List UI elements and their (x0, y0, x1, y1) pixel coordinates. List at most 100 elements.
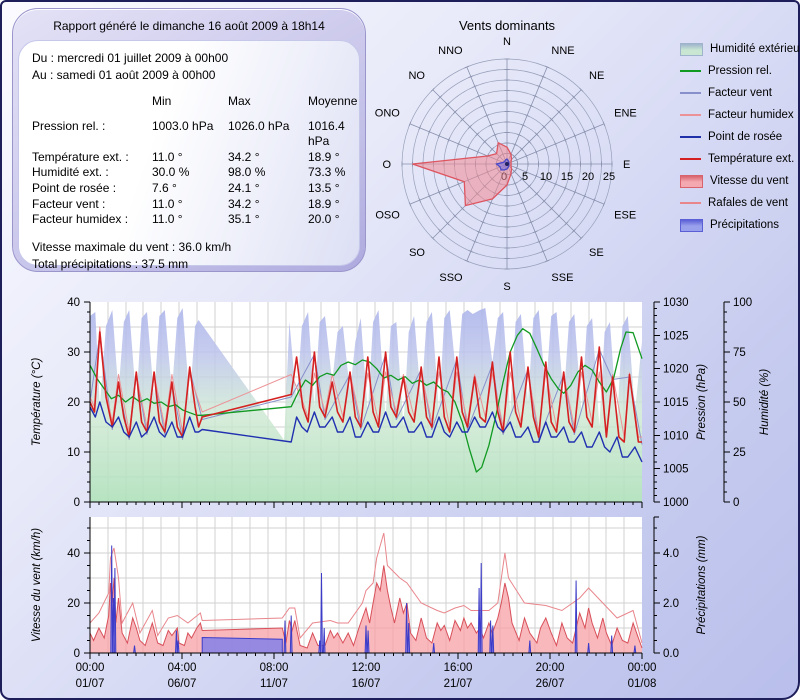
x-date-label: 26/07 (536, 678, 565, 690)
x-time-label: 20:00 (536, 662, 565, 674)
x-time-label: 04:00 (168, 662, 197, 674)
temp-axis-title: Température (°C) (31, 358, 43, 447)
rose-scale-label: 20 (582, 171, 594, 183)
stats-header-max: Max (228, 94, 251, 108)
stat-row-avg: 18.9 ° (308, 196, 340, 211)
pression-rel-line (89, 328, 643, 473)
legend-item-pression: Pression rel. (680, 60, 800, 82)
stat-row-max: 35.1 ° (228, 212, 260, 227)
precip-axis-title: Précipitations (mm) (696, 535, 708, 634)
x-date-label: 11/07 (260, 678, 288, 690)
stat-row-max: 24.1 ° (228, 180, 260, 195)
rose-direction-label: O (382, 159, 391, 171)
rose-direction-label: OSO (375, 209, 400, 221)
rafales-de-vent-line (89, 532, 643, 644)
rose-direction-label: NE (589, 70, 604, 82)
stat-row-avg: 1016.4 hPa (308, 118, 345, 149)
rose-scale-label: 5 (522, 171, 528, 183)
rose-direction-label: N (503, 36, 511, 48)
rose-direction-label: SSE (551, 272, 573, 284)
wind-tick-label: 0 (74, 648, 80, 660)
stat-row-label: Pression rel. : (32, 118, 106, 133)
humidity-area-swatch (680, 42, 703, 56)
gust-line-swatch (680, 202, 701, 204)
chart-legend: Humidité extérieure Pression rel. Facteu… (680, 38, 800, 236)
temp-tick-label: 20 (67, 397, 80, 409)
stat-row-min: 11.0 ° (152, 149, 183, 164)
x-date-label: 01/08 (628, 678, 657, 690)
period-to: Au : samedi 01 août 2009 à 00h00 (32, 68, 216, 82)
x-time-label: 16:00 (444, 662, 473, 674)
wind-tick-label: 20 (67, 598, 80, 610)
stat-row-min: 11.0 ° (152, 196, 183, 211)
humidity-tick-label: 75 (733, 347, 746, 359)
pressure-tick-label: 1030 (663, 297, 689, 309)
precip-tick-label: 0.0 (663, 648, 679, 660)
rose-direction-label: E (623, 159, 630, 171)
x-time-label: 00:00 (628, 662, 657, 674)
stat-row-label: Facteur humidex : (32, 212, 129, 227)
stats-header-moyenne: Moyenne (308, 94, 358, 108)
report-panel: Rapport généré le dimanche 16 août 2009 … (12, 8, 366, 272)
total-precipitation: Total précipitations : 37.5 mm (32, 256, 189, 271)
rose-polygon-vent-secondaire (495, 158, 510, 171)
temp-tick-label: 30 (67, 347, 80, 359)
facteur-humidex-line (89, 326, 642, 438)
rose-direction-label: NNE (551, 45, 574, 57)
stat-row-max: 34.2 ° (228, 196, 260, 211)
humidex-line-swatch (680, 114, 701, 116)
pressure-tick-label: 1025 (663, 330, 689, 342)
wind-factor-line-swatch (680, 92, 701, 94)
pressure-tick-label: 1005 (663, 464, 689, 476)
legend-item-humidite-exterieure: Humidité extérieure (680, 38, 800, 60)
stat-row-avg: 20.0 ° (308, 212, 340, 227)
legend-item-precipitations: Précipitations (680, 214, 800, 236)
temp-tick-label: 40 (67, 297, 80, 309)
rose-direction-label: NO (408, 70, 425, 82)
humidity-tick-label: 100 (733, 297, 752, 309)
x-time-label: 12:00 (352, 662, 381, 674)
time-series-charts: 0102030400204010001005101010151020102510… (31, 297, 771, 690)
rose-direction-label: SSO (439, 272, 463, 284)
legend-item-facteur-vent: Facteur vent (680, 82, 800, 104)
legend-item-temperature: Température ext. (680, 148, 800, 170)
stat-row-min: 7.6 ° (152, 180, 177, 195)
legend-item-rafales: Rafales de vent (680, 192, 800, 214)
rose-center-dot (505, 162, 509, 166)
pressure-tick-label: 1015 (663, 397, 689, 409)
x-time-label: 00:00 (76, 662, 105, 674)
pressure-tick-label: 1020 (663, 364, 689, 376)
temperature-line-swatch (680, 158, 701, 160)
legend-item-facteur-humidex: Facteur humidex (680, 104, 800, 126)
stat-row-avg: 73.3 % (308, 165, 346, 180)
stat-row-min: 1003.0 hPa (152, 118, 214, 133)
stat-row-max: 1026.0 hPa (228, 118, 290, 133)
rose-direction-label: ENE (614, 108, 637, 120)
report-title: Rapport généré le dimanche 16 août 2009 … (53, 19, 325, 33)
x-date-label: 21/07 (444, 678, 473, 690)
x-date-label: 06/07 (168, 678, 197, 690)
stats-corner (32, 94, 152, 119)
stats-table: Min Max Moyenne Pression rel. : 1003.0 h… (32, 94, 357, 228)
x-time-label: 08:00 (260, 662, 289, 674)
precip-tick-label: 4.0 (663, 548, 679, 560)
legend-item-vitesse-du-vent: Vitesse du vent (680, 170, 800, 192)
x-date-label: 01/07 (76, 678, 105, 690)
humidite-exterieure-area (90, 308, 642, 502)
legend-item-point-de-rosee: Point de rosée (680, 126, 800, 148)
rose-scale-label: 10 (540, 171, 552, 183)
precipitation-area-swatch (680, 218, 703, 232)
stat-row-avg: 18.9 ° (308, 149, 340, 164)
rose-polygon-vent-frequence (412, 141, 513, 207)
rose-direction-label: ESE (614, 209, 636, 221)
wind-tick-label: 40 (67, 548, 80, 560)
wind-rose-chart: Vents dominants N NNE NE ENE E ESE SE SSE S SSO SO O… (375, 18, 637, 293)
stat-row-label: Température ext. : (32, 149, 129, 164)
stat-row-label: Facteur vent : (32, 196, 106, 211)
temp-tick-label: 0 (74, 497, 80, 509)
stat-row-label: Point de rosée : (32, 180, 117, 195)
rose-direction-label: SO (409, 247, 425, 259)
rose-direction-label: NNO (438, 45, 463, 57)
facteur-vent-line (89, 334, 643, 445)
stat-row-avg: 13.5 ° (308, 180, 340, 195)
